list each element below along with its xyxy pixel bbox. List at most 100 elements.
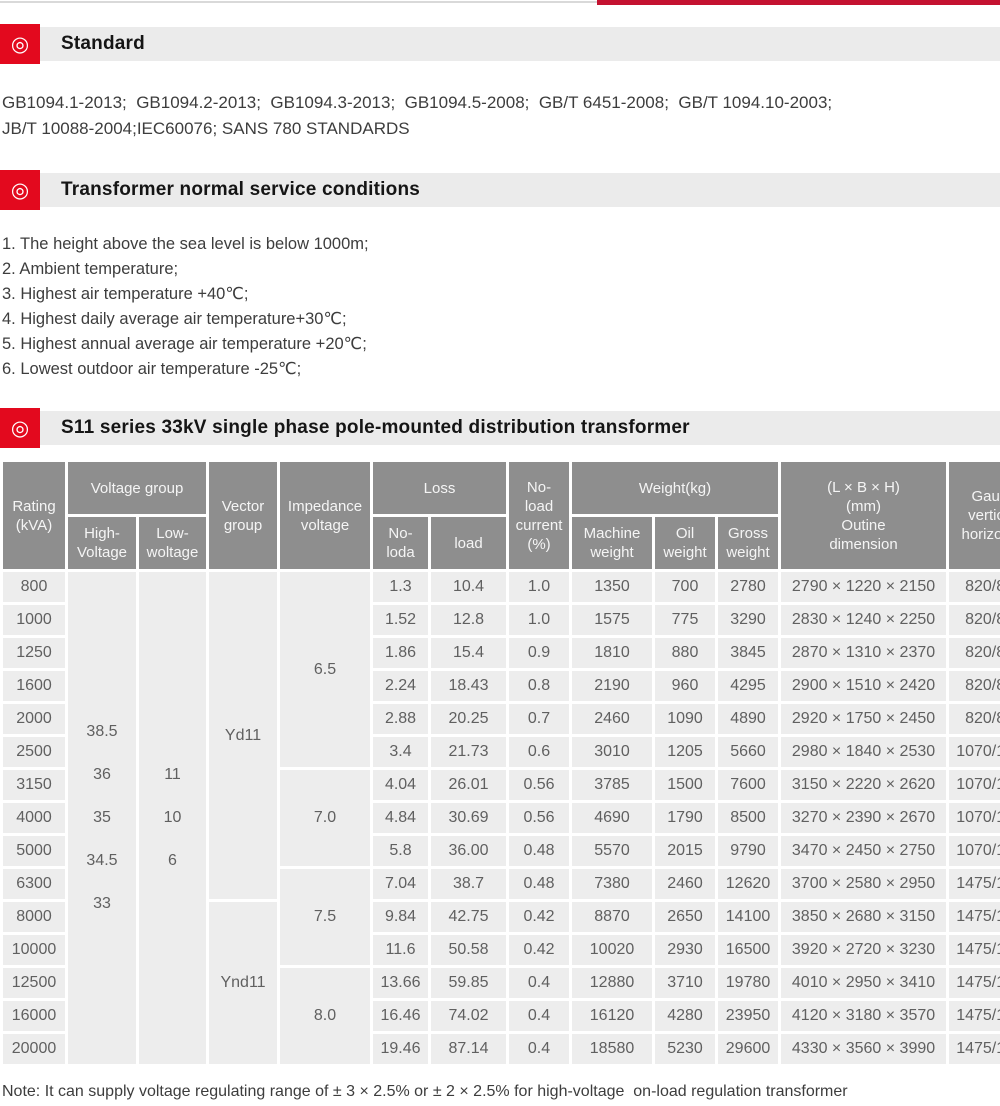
cell-vector-group: Ynd11: [209, 902, 278, 1064]
spec-row: 1600 2.24 18.43 0.8 2190 960 4295 2900 × 1510 ×…: [3, 671, 1000, 701]
cell-gauge: 1475/1475: [949, 968, 1000, 998]
cell-rating: 2500: [3, 737, 65, 767]
cell-machine-weight: 4690: [572, 803, 653, 833]
cell-load-loss: 87.14: [431, 1034, 507, 1064]
cell-gross-weight: 23950: [718, 1001, 779, 1031]
cell-load-loss: 59.85: [431, 968, 507, 998]
cell-gauge: 1475/1475: [949, 869, 1000, 899]
spec-row: 8000 Ynd11 9.84 42.75 0.42 8870 2650 14100 3850 …: [3, 902, 1000, 1064]
cell-oil-weight: 775: [655, 605, 716, 635]
cell-impedance-voltage: 7.5: [280, 869, 371, 965]
cell-dimensions: 3700 × 2580 × 2950: [781, 869, 947, 899]
cell-gauge: 820/820: [949, 605, 1000, 635]
spec-row: 800 38.5 36 35 34.5 33 11 10 6 Yd11 6.5 1.3 10.4 1.0 1…: [3, 572, 1000, 1064]
section-header-bar: [0, 173, 1000, 207]
spec-row: 4000 4.84 30.69 0.56 4690 1790 8500 3270 × 2390…: [3, 803, 1000, 833]
cell-machine-weight: 1575: [572, 605, 653, 635]
cell-oil-weight: 1205: [655, 737, 716, 767]
cell-low-voltage-group-value: 10: [163, 809, 182, 826]
cell-load-loss: 20.25: [431, 704, 507, 734]
cell-no-load-loss: 1.52: [373, 605, 429, 635]
cell-rating: 20000: [3, 1034, 65, 1064]
cell-no-load-loss: 4.84: [373, 803, 429, 833]
cell-high-voltage-group-value: 36: [93, 766, 111, 783]
header-row-1: Rating (kVA) Voltage group Vector group …: [3, 462, 1000, 569]
top-strip-red-segment: [597, 0, 1000, 5]
cell-oil-weight: 700: [655, 572, 716, 602]
cell-load-loss: 36.00: [431, 836, 507, 866]
cell-machine-weight: 1810: [572, 638, 653, 668]
cell-load-loss: 21.73: [431, 737, 507, 767]
cell-low-voltage-group: 11 10 6: [139, 572, 207, 1064]
cell-no-load-current: 0.4: [509, 1001, 570, 1031]
cell-gross-weight: 14100: [718, 902, 779, 932]
top-accent-strip: [0, 0, 1000, 5]
cell-no-load-current: 0.48: [509, 869, 570, 899]
condition-item: 1. The height above the sea level is bel…: [2, 235, 369, 253]
table-note: Note: It can supply voltage regulating r…: [2, 1083, 848, 1100]
cell-machine-weight: 12880: [572, 968, 653, 998]
cell-oil-weight: 2930: [655, 935, 716, 965]
cell-machine-weight: 2460: [572, 704, 653, 734]
cell-load-loss: 30.69: [431, 803, 507, 833]
cell-rating: 1000: [3, 605, 65, 635]
cell-load-loss: 18.43: [431, 671, 507, 701]
cell-no-load-loss: 7.04: [373, 869, 429, 899]
spec-row: 10000 11.6 50.58 0.42 10020 2930 16500 3920 × 2…: [3, 935, 1000, 965]
cell-dimensions: 2900 × 1510 × 2420: [781, 671, 947, 701]
cell-load-loss: 26.01: [431, 770, 507, 800]
cell-machine-weight: 5570: [572, 836, 653, 866]
spec-row: 5000 5.8 36.00 0.48 5570 2015 9790 3470 × 2450 …: [3, 836, 1000, 866]
cell-dimensions: 3920 × 2720 × 3230: [781, 935, 947, 965]
header-gross-weight: Gross weight: [718, 517, 779, 569]
cell-no-load-loss: 2.24: [373, 671, 429, 701]
cell-vector-group: Yd11: [209, 572, 278, 899]
cell-no-load-current: 1.0: [509, 605, 570, 635]
cell-oil-weight: 2650: [655, 902, 716, 932]
header-weight: Weight(kg): [572, 462, 779, 514]
cell-rating: 10000: [3, 935, 65, 965]
cell-oil-weight: 2015: [655, 836, 716, 866]
cell-oil-weight: 3710: [655, 968, 716, 998]
cell-rating: 16000: [3, 1001, 65, 1031]
bullseye-icon: ◎: [0, 170, 40, 210]
cell-gross-weight: 4295: [718, 671, 779, 701]
spec-row: 2000 2.88 20.25 0.7 2460 1090 4890 2920 × 1750 …: [3, 704, 1000, 734]
top-strip-gray-segment: [0, 1, 597, 3]
spec-row: 3150 7.0 4.04 26.01 0.56 3785 1500 7600 3150 × 2…: [3, 770, 1000, 866]
header-rating: Rating (kVA): [3, 462, 65, 569]
cell-gauge: 1070/1070: [949, 803, 1000, 833]
section-title: Transformer normal service conditions: [61, 179, 421, 200]
cell-gross-weight: 3845: [718, 638, 779, 668]
header-high-voltage: High- Voltage: [68, 517, 136, 569]
bullseye-icon: ◎: [0, 24, 40, 64]
cell-load-loss: 12.8: [431, 605, 507, 635]
cell-low-voltage-group-value: 6: [168, 852, 177, 869]
cell-dimensions: 2920 × 1750 × 2450: [781, 704, 947, 734]
cell-rating: 6300: [3, 869, 65, 899]
section-header-bar: [0, 411, 1000, 445]
cell-machine-weight: 3785: [572, 770, 653, 800]
condition-item: 4. Highest daily average air temperature…: [2, 310, 347, 328]
standards-line-2: JB/T 10088-2004;IEC60076; SANS 780 STAND…: [2, 119, 410, 138]
section-title: Standard: [61, 33, 145, 54]
header-dimension: (L × B × H) (mm) Outine dimension: [781, 462, 947, 569]
cell-load-loss: 42.75: [431, 902, 507, 932]
cell-gauge: 820/820: [949, 572, 1000, 602]
cell-no-load-current: 0.56: [509, 770, 570, 800]
cell-no-load-loss: 3.4: [373, 737, 429, 767]
standards-line-1: GB1094.1-2013; GB1094.2-2013; GB1094.3-2…: [2, 93, 833, 112]
cell-rating: 800: [3, 572, 65, 602]
cell-gross-weight: 8500: [718, 803, 779, 833]
cell-gross-weight: 2780: [718, 572, 779, 602]
cell-low-voltage-group-value: 11: [164, 766, 181, 783]
cell-rating: 12500: [3, 968, 65, 998]
cell-impedance-voltage: 6.5: [280, 572, 371, 767]
cell-oil-weight: 1500: [655, 770, 716, 800]
cell-load-loss: 38.7: [431, 869, 507, 899]
cell-no-load-current: 0.4: [509, 1034, 570, 1064]
header-impedance-voltage: Impedance voltage: [280, 462, 371, 569]
cell-gross-weight: 4890: [718, 704, 779, 734]
cell-oil-weight: 2460: [655, 869, 716, 899]
spec-row: 1000 1.52 12.8 1.0 1575 775 3290 2830 × 1240 × …: [3, 605, 1000, 635]
